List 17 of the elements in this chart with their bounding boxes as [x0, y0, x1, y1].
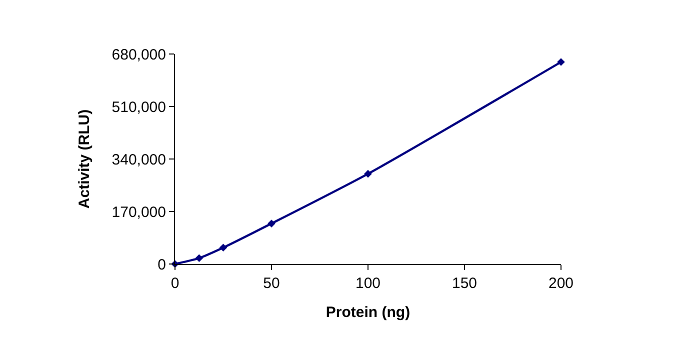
y-tick-label: 0 — [158, 256, 166, 274]
point — [195, 254, 204, 262]
point — [557, 58, 565, 66]
x-tick-label: 50 — [263, 275, 280, 292]
y-tick-label: 340,000 — [112, 151, 166, 168]
x-tick-label: 100 — [355, 275, 381, 292]
point — [268, 220, 276, 228]
x-tick-label: 200 — [548, 275, 574, 292]
point — [219, 244, 228, 252]
x-tick-label: 0 — [170, 275, 180, 292]
point — [364, 170, 372, 178]
y-tick-label: 170,000 — [112, 204, 166, 221]
x-axis-title: Protein (ng) — [326, 304, 410, 321]
x-tick-label: 150 — [452, 275, 478, 292]
y-tick-label: 510,000 — [112, 98, 166, 116]
y-axis-title: Activity (RLU) — [76, 109, 94, 209]
y-tick-label: 680,000 — [112, 46, 166, 64]
